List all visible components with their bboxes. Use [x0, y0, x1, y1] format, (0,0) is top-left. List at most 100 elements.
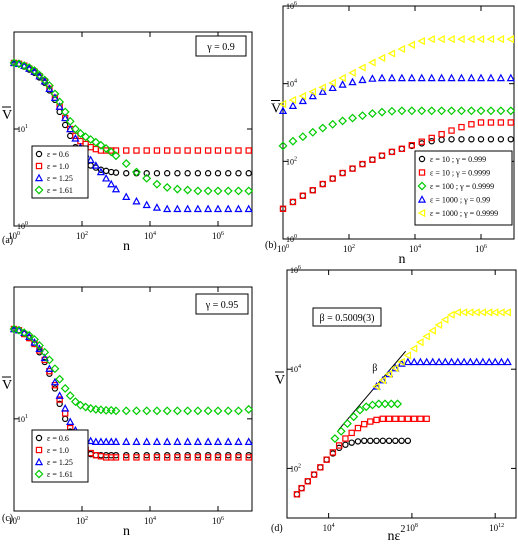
data-point: [203, 406, 213, 416]
x-axis-label: n: [123, 524, 130, 539]
data-point: [56, 396, 63, 403]
data-point: [30, 66, 39, 76]
data-point: [279, 205, 287, 212]
data-point: [55, 391, 64, 399]
legend-label: ε = 100 ; γ = 0.9999: [430, 182, 494, 191]
y-tick-label: 101: [17, 124, 28, 134]
data-point: [70, 397, 80, 407]
y-axis-label: V: [2, 108, 12, 123]
x-axis-label: nε2: [388, 524, 406, 544]
data-point: [358, 111, 367, 121]
data-point: [361, 402, 371, 412]
data-point: [194, 147, 202, 154]
data-point: [397, 357, 405, 367]
data-point: [378, 152, 386, 159]
data-point: [112, 454, 120, 461]
data-point: [163, 204, 172, 213]
data-point: [448, 127, 455, 134]
data-point: [328, 119, 338, 129]
y-axis-label: V: [275, 373, 285, 388]
data-point: [214, 147, 222, 154]
data-point: [409, 344, 418, 353]
data-point: [404, 415, 412, 423]
data-point: [244, 204, 253, 213]
data-point: [438, 130, 445, 138]
data-point: [308, 127, 318, 137]
data-point: [225, 170, 232, 177]
data-point: [235, 454, 242, 461]
data-point: [437, 73, 446, 82]
data-point: [162, 406, 172, 416]
data-point: [106, 147, 116, 157]
data-point: [143, 170, 150, 177]
data-point: [102, 437, 111, 445]
data-point: [75, 400, 85, 410]
data-point: [387, 106, 397, 116]
data-point: [55, 374, 65, 384]
x-tick-label: 104: [409, 244, 421, 254]
data-point: [44, 81, 54, 91]
data-point: [50, 89, 60, 99]
data-point: [472, 357, 481, 366]
data-point: [183, 185, 193, 195]
data-point: [143, 147, 150, 154]
data-point: [204, 454, 212, 461]
data-point: [386, 399, 396, 409]
x-tick-label: 100: [277, 244, 289, 254]
data-point: [338, 73, 346, 83]
data-point: [9, 58, 19, 68]
data-point: [174, 147, 181, 154]
data-point: [235, 170, 242, 177]
x-tick-label: 100: [8, 231, 20, 241]
data-point: [174, 170, 181, 177]
data-point: [367, 437, 374, 445]
data-point: [478, 357, 487, 366]
data-point: [417, 36, 425, 46]
data-point: [323, 456, 330, 463]
data-point: [81, 402, 91, 412]
data-point: [184, 147, 191, 154]
data-point: [223, 186, 233, 196]
data-point: [245, 170, 252, 177]
data-point: [398, 145, 406, 153]
data-point: [380, 399, 390, 409]
data-point: [358, 75, 367, 84]
annotation-text: β = 0.5009(3): [320, 313, 375, 324]
x-tick-label: 106: [212, 231, 224, 241]
legend-label: ε = 0.6: [47, 434, 69, 443]
data-point: [368, 400, 377, 410]
data-point: [467, 35, 475, 44]
legend-label: ε = 1000 ; γ = 0.9999: [430, 209, 498, 218]
data-point: [61, 404, 70, 412]
data-point: [349, 165, 356, 172]
data-point: [407, 106, 417, 116]
annotation-box: [195, 293, 249, 315]
data-point: [408, 142, 416, 149]
y-tick-label: 102: [290, 463, 301, 473]
series-2: [278, 106, 516, 151]
data-point: [235, 147, 242, 154]
series-4: [372, 308, 511, 391]
data-point: [86, 135, 96, 144]
legend-marker: [418, 169, 426, 176]
data-point: [485, 357, 494, 366]
data-point: [102, 167, 110, 175]
data-point: [163, 454, 171, 461]
series-2: [9, 58, 253, 213]
data-point: [438, 136, 445, 143]
panel-c: 100 102 104 106 101 n V (c) γ = 0.95 ε = 0.6 ε = 1…: [2, 286, 254, 539]
data-point: [299, 192, 307, 199]
data-point: [142, 437, 151, 445]
data-point: [468, 136, 475, 143]
data-point: [163, 147, 171, 154]
data-point: [152, 406, 162, 416]
data-point: [71, 134, 80, 142]
data-point: [288, 101, 298, 109]
data-point: [308, 87, 317, 96]
panel-label: (a): [2, 235, 13, 246]
data-point: [56, 400, 63, 408]
data-point: [50, 364, 60, 374]
series-3: [9, 324, 254, 416]
data-point: [416, 357, 425, 366]
y-tick-label: 100: [17, 221, 28, 231]
